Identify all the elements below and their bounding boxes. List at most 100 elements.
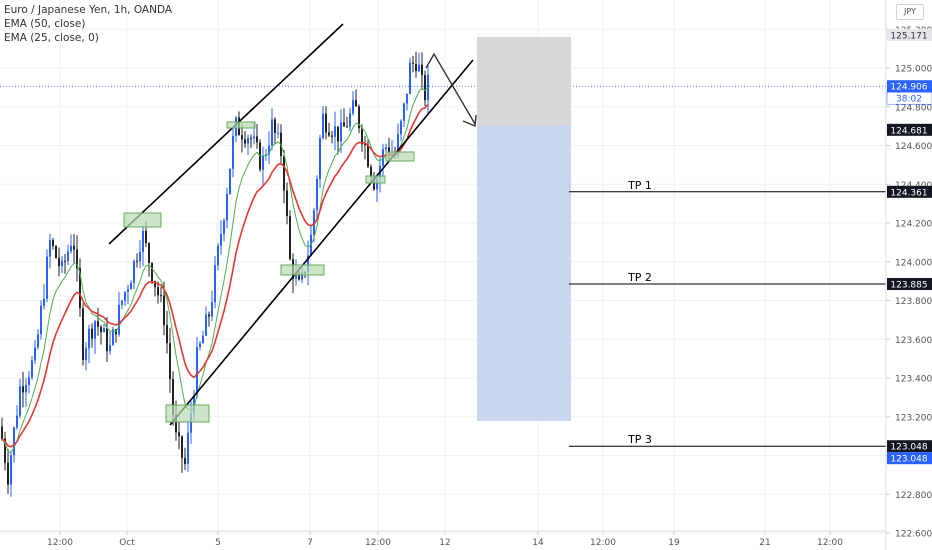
candle-body [331, 135, 333, 137]
candle-body [13, 427, 15, 456]
y-tick-label: 123.400 [895, 375, 932, 385]
candle-body [247, 138, 249, 144]
candle-body [28, 377, 30, 385]
candle-body [196, 347, 198, 396]
candle-body [43, 298, 45, 306]
candle-body [31, 360, 33, 378]
candle-body [79, 268, 81, 309]
candle-body [148, 243, 150, 264]
candle-body [316, 179, 318, 211]
candle-body [109, 345, 111, 352]
grid [0, 0, 886, 534]
price-label: 123.048 [890, 443, 927, 453]
chart-legend: Euro / Japanese Yen, 1h, OANDA EMA (50, … [4, 3, 172, 45]
y-tick-label: 122.600 [895, 530, 932, 540]
channel-upper-line[interactable] [108, 23, 344, 245]
candle-body [400, 120, 402, 135]
x-tick-label: 5 [215, 538, 221, 548]
candle-body [166, 324, 168, 344]
price-label: 124.361 [890, 188, 927, 198]
candle-body [106, 328, 108, 352]
candle-body [37, 334, 39, 348]
ema-25-label: EMA (25, close, 0) [4, 32, 99, 44]
candle-body [361, 128, 363, 145]
candle-body [163, 295, 165, 325]
candle-body [169, 343, 171, 379]
candle-body [424, 75, 426, 101]
time-axis[interactable]: 12:00 Oct 5 7 12:00 12 14 12:00 19 21 12:00 [0, 530, 886, 548]
channel-lower-line[interactable] [169, 59, 474, 426]
candle-body [211, 302, 213, 317]
support-box[interactable] [365, 175, 386, 184]
stop-loss-zone[interactable] [477, 37, 571, 126]
candle-body [118, 304, 120, 335]
candle-body [328, 132, 330, 136]
price-axis[interactable]: 125.200125.000124.800124.600124.400124.2… [885, 0, 932, 550]
projection-arrow[interactable] [425, 52, 476, 125]
x-tick-label: 12:00 [590, 538, 616, 548]
candle-body [232, 136, 234, 169]
candle-body [349, 113, 351, 127]
candle-body [4, 438, 6, 463]
tp-label: TP 3 [627, 433, 652, 446]
x-tick-label: 7 [307, 538, 313, 548]
candle-body [286, 190, 288, 217]
candle-body [367, 144, 369, 167]
y-tick-label: 124.400 [895, 181, 932, 191]
candle-body [16, 415, 18, 428]
candle-body [70, 245, 72, 252]
currency-button[interactable]: JPY [896, 4, 924, 20]
candle-body [91, 328, 93, 339]
candle-body [73, 245, 75, 250]
y-tick-label: 123.600 [895, 336, 932, 346]
candle-body [295, 273, 297, 279]
price-label-box [887, 278, 932, 291]
candle-body [343, 122, 345, 127]
tp-label: TP 2 [627, 271, 652, 284]
price-label-box [887, 28, 932, 41]
ema-25-line [1, 103, 429, 448]
candle-body [271, 119, 273, 146]
candle-body [145, 231, 147, 244]
candle-body [208, 314, 210, 317]
ema-50-line [1, 87, 429, 453]
x-tick-label: 21 [759, 538, 770, 548]
candle-body [67, 251, 69, 261]
candle-body [274, 119, 276, 133]
drawings[interactable] [108, 23, 477, 426]
candle-body [403, 103, 405, 121]
candle-body [100, 326, 102, 333]
support-box[interactable] [123, 212, 162, 228]
take-profit-zone[interactable] [477, 126, 571, 421]
candle-body [376, 178, 378, 190]
candle-body [214, 265, 216, 303]
candle-body [175, 414, 177, 433]
x-tick-label: 12:00 [817, 538, 843, 548]
candle-body [58, 258, 60, 267]
candle-body [127, 289, 129, 293]
candle-body [193, 395, 195, 414]
candle-body [418, 64, 420, 71]
candle-body [223, 220, 225, 234]
projection-arrow-head[interactable] [462, 114, 477, 128]
candle-body [46, 256, 48, 299]
candle-body [421, 64, 423, 76]
support-box[interactable] [385, 151, 415, 162]
countdown-label: 38:02 [896, 95, 922, 105]
y-tick-label: 124.000 [895, 258, 932, 268]
candle-body [241, 135, 243, 140]
price-label-box [887, 440, 932, 453]
support-box[interactable] [165, 404, 210, 423]
ema-lines [1, 87, 429, 453]
candle-body [346, 126, 348, 128]
candle-body [256, 136, 258, 143]
price-label: 123.048 [890, 455, 927, 465]
candle-body [250, 138, 252, 140]
candle-body [49, 239, 51, 257]
candle-body [133, 260, 135, 283]
candle-body [397, 134, 399, 156]
support-box[interactable] [280, 264, 325, 276]
candle-body [313, 210, 315, 235]
support-box[interactable] [226, 121, 256, 129]
